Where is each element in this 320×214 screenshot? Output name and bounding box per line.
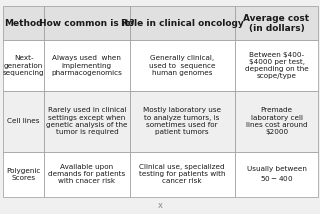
Bar [235, 6, 318, 40]
Text: Between $400-
$4000 per test,
depending on the
scope/type: Between $400- $4000 per test, depending … [245, 52, 308, 79]
Bar [235, 40, 318, 91]
Bar [130, 40, 235, 91]
Text: How common is it?: How common is it? [39, 19, 135, 28]
Bar [44, 6, 130, 40]
Text: Next-
generation
sequencing: Next- generation sequencing [3, 55, 44, 76]
Bar [130, 6, 235, 40]
Text: Cell lines: Cell lines [7, 118, 40, 124]
Bar [3, 6, 44, 40]
Bar [235, 91, 318, 152]
Text: Usually between
$50-$400: Usually between $50-$400 [247, 166, 307, 183]
Bar [44, 40, 130, 91]
Bar [3, 152, 44, 197]
Bar [44, 152, 130, 197]
Text: Polygenic
Scores: Polygenic Scores [6, 168, 41, 181]
Text: Always used  when
implementing
pharmacogenomics: Always used when implementing pharmacoge… [52, 55, 122, 76]
Text: Premade
laboratory cell
lines cost around
$2000: Premade laboratory cell lines cost aroun… [246, 107, 308, 135]
Bar [130, 152, 235, 197]
Text: Generally clinical,
used to  sequence
human genomes: Generally clinical, used to sequence hum… [149, 55, 215, 76]
Text: Method: Method [4, 19, 43, 28]
Bar [130, 91, 235, 152]
Text: Rarely used in clinical
settings except when
genetic analysis of the
tumor is re: Rarely used in clinical settings except … [46, 107, 128, 135]
Text: Available upon
demands for patients
with cnacer risk: Available upon demands for patients with… [48, 164, 125, 184]
Text: Average cost
(in dollars): Average cost (in dollars) [244, 13, 310, 33]
Text: Clinical use, specialized
testing for patients with
cancer risk: Clinical use, specialized testing for pa… [139, 164, 225, 184]
Bar [44, 91, 130, 152]
Bar [235, 152, 318, 197]
Bar [3, 40, 44, 91]
Bar [3, 91, 44, 152]
Text: Role in clinical oncology: Role in clinical oncology [121, 19, 244, 28]
Text: x: x [157, 201, 163, 210]
Text: Mostly laboratory use
to analyze tumors, is
sometimes used for
patient tumors: Mostly laboratory use to analyze tumors,… [143, 107, 221, 135]
